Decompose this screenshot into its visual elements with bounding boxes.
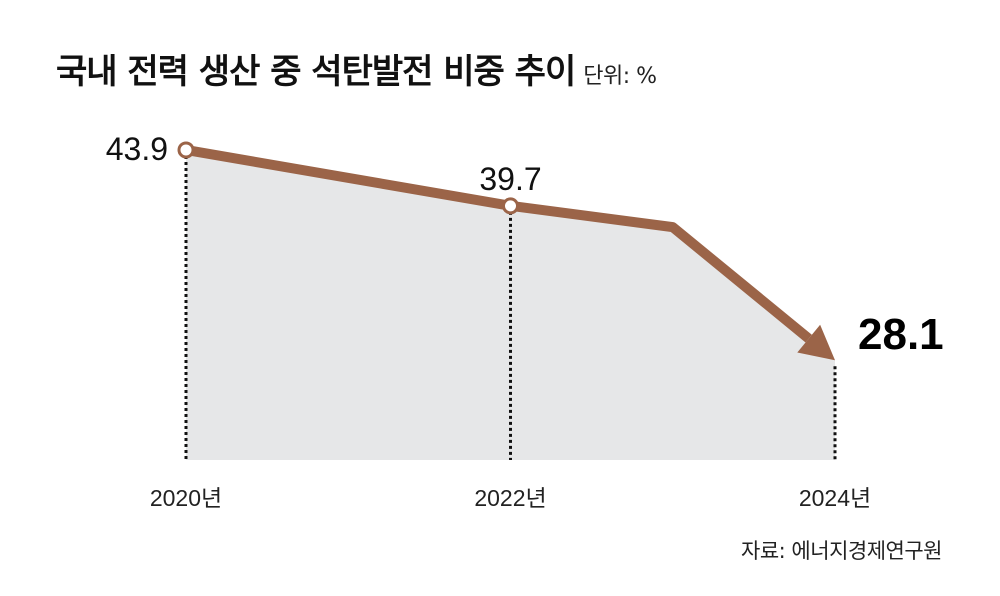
arrow-head <box>797 324 835 361</box>
data-label-final: 28.1 <box>858 310 944 359</box>
data-label: 43.9 <box>106 131 168 167</box>
chart-title-text: 국내 전력 생산 중 석탄발전 비중 추이 <box>56 52 576 92</box>
x-tick-label: 2024년 <box>799 485 871 511</box>
data-point-marker <box>502 197 519 215</box>
data-point-marker <box>177 141 195 159</box>
x-tick-label: 2020년 <box>150 485 222 511</box>
unit-label: 단위: % <box>583 64 657 89</box>
series-line <box>185 145 812 343</box>
chart-title: 국내 전력 생산 중 석탄발전 비중 추이 단위: % <box>56 44 657 93</box>
source-note: 자료: 에너지경제연구원 <box>741 539 942 563</box>
x-tick-label: 2022년 <box>474 485 546 511</box>
data-label: 39.7 <box>479 161 541 197</box>
